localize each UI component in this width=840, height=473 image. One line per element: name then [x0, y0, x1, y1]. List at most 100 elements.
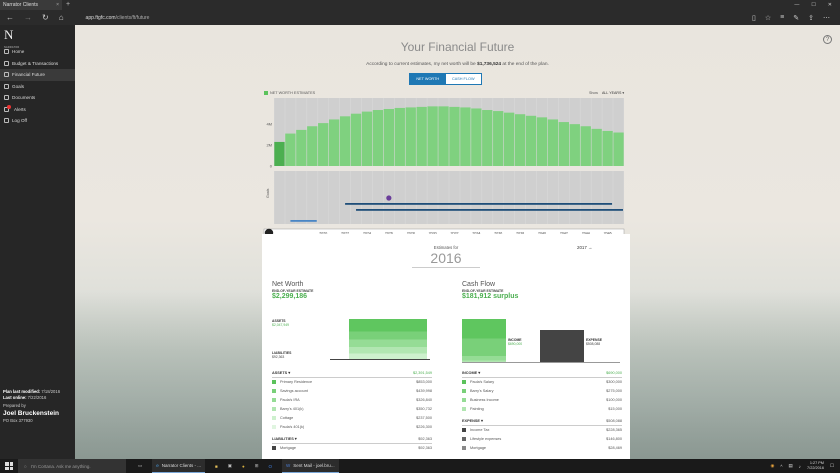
bar: [274, 141, 285, 166]
forward-icon[interactable]: →: [24, 13, 32, 22]
x-tick-label: 2030: [429, 232, 437, 236]
x-tick-label: 2020: [319, 232, 327, 236]
event-column-bg: [449, 171, 460, 224]
event-column-bg: [285, 171, 296, 224]
maximize-button[interactable]: ☐: [811, 2, 816, 8]
budget-icon: [4, 60, 9, 66]
income-bar-label: INCOME $690,000: [508, 338, 523, 347]
clock[interactable]: 1:27 PM 7/22/2016: [807, 461, 824, 470]
estimates-year[interactable]: 2016: [412, 250, 480, 268]
logoff-icon: [4, 118, 9, 124]
outlook-icon[interactable]: O: [268, 463, 273, 469]
net-worth-column: Net Worth END-OF-YEAR ESTIMATE $2,299,18…: [272, 281, 432, 451]
tray-chevron-icon[interactable]: ^: [780, 463, 783, 469]
cash-flow-tab[interactable]: CASH FLOW: [445, 74, 481, 84]
cash-flow-title: Cash Flow: [462, 281, 496, 288]
tab-close-icon[interactable]: ×: [56, 2, 59, 8]
task-view-icon[interactable]: ▭: [138, 463, 143, 468]
bar: [296, 129, 307, 166]
start-button[interactable]: [4, 461, 14, 471]
list-item: Business Income $100,000: [462, 396, 622, 405]
back-icon[interactable]: ←: [6, 13, 14, 22]
list-item: Paula's 401(k) $226,300: [272, 423, 432, 432]
net-worth-value: $2,299,186: [272, 293, 308, 300]
reading-view-icon[interactable]: ▯: [752, 14, 756, 22]
network-icon[interactable]: ▤: [788, 463, 793, 468]
expense-header-row[interactable]: EXPENSE ▾ $508,088: [462, 417, 622, 426]
new-tab-button[interactable]: +: [66, 1, 71, 8]
event-column-bg: [372, 171, 384, 224]
file-explorer-icon[interactable]: ■: [215, 463, 218, 469]
sidebar-item-alerts[interactable]: Alerts: [0, 104, 75, 116]
range-select[interactable]: Show ALL YEARS ▾: [589, 91, 625, 95]
home-browser-icon[interactable]: ⌂: [58, 13, 64, 22]
sidebar-item-goals[interactable]: Goals: [0, 81, 75, 93]
list-item: Lifestyle expenses $146,800: [462, 435, 622, 444]
notes-icon[interactable]: ✎: [793, 14, 800, 22]
sidebar-item-financial-future[interactable]: Financial Future: [0, 69, 75, 81]
next-year-link[interactable]: 2017 →: [577, 245, 593, 250]
sidebar-item-home[interactable]: Home: [0, 46, 75, 58]
store-icon[interactable]: ▣: [227, 463, 233, 468]
system-tray: ◉ ^ ▤ ♪ 1:27 PM 7/22/2016 ☐: [770, 461, 840, 471]
bar: [307, 126, 318, 166]
taskbar: ○ I'm Cortana. Ask me anything. ▭ e Narrat…: [0, 459, 840, 473]
share-icon[interactable]: ⇪: [808, 14, 814, 22]
event-column-bg: [482, 171, 493, 224]
help-icon[interactable]: ?: [823, 35, 832, 44]
sidebar-item-documents[interactable]: Documents: [0, 92, 75, 104]
refresh-icon[interactable]: ↻: [42, 13, 49, 22]
liabilities-header-row[interactable]: LIABILITIES ▾ $92,363: [272, 435, 432, 444]
bar: [591, 128, 602, 166]
cash-flow-column: Cash Flow END-OF-YEAR ESTIMATE $181,912 …: [462, 281, 622, 451]
event-column-bg: [339, 171, 351, 224]
event-column-bg: [547, 171, 559, 224]
browser-tab[interactable]: Narrator Clients ×: [0, 0, 62, 10]
bar: [372, 110, 384, 166]
x-tick-label: 2024: [363, 232, 371, 236]
net-worth-tab[interactable]: NET WORTH: [410, 74, 446, 84]
bar: [460, 107, 471, 166]
tray-app-icon[interactable]: ◉: [770, 463, 775, 468]
hub-icon[interactable]: ≡: [780, 13, 785, 21]
favorite-star-icon[interactable]: ☆: [764, 14, 772, 22]
x-tick-label: 2038: [516, 232, 524, 236]
legend-swatch: [264, 91, 268, 95]
column-bg: [285, 98, 296, 166]
address-bar[interactable]: app.ftgfc.com/clients/ft/future: [85, 14, 150, 21]
chrome-icon[interactable]: ●: [242, 463, 245, 469]
action-center-icon[interactable]: ☐: [829, 463, 834, 468]
taskbar-app-edge[interactable]: e Narrator Clients - ...: [152, 459, 206, 473]
bar: [318, 123, 329, 166]
estimates-card: Estimates for 2016 2017 → Net Worth END-…: [262, 234, 630, 459]
bar: [416, 106, 427, 166]
bar: [328, 119, 340, 166]
x-tick-label: 2040: [538, 232, 546, 236]
volume-icon[interactable]: ♪: [798, 463, 802, 469]
x-tick-label: 2042: [560, 232, 568, 236]
taskbar-app-mail[interactable]: W Sent Mail - joel.bru...: [282, 459, 339, 473]
sidebar-item-budget[interactable]: Budget & Transactions: [0, 58, 75, 70]
close-window-button[interactable]: ✕: [827, 2, 832, 8]
bar: [482, 110, 493, 166]
bar: [361, 111, 373, 166]
microphone-icon[interactable]: ○: [24, 463, 27, 469]
net-worth-chart[interactable]: 02M4MGoals201620202022202420262028203020…: [260, 98, 626, 244]
bar: [449, 106, 460, 166]
app-icon[interactable]: ⊞: [254, 463, 259, 468]
event-column-bg: [438, 171, 449, 224]
column-bg: [613, 98, 624, 166]
sidebar-item-log-off[interactable]: Log Off: [0, 115, 75, 127]
cortana-search[interactable]: ○ I'm Cortana. Ask me anything.: [18, 459, 126, 473]
event-column-bg: [514, 171, 526, 224]
alert-badge: [7, 105, 11, 110]
more-icon[interactable]: ⋯: [823, 14, 830, 22]
event-column-bg: [318, 171, 329, 224]
event-column-bg: [394, 171, 405, 224]
assets-header-row[interactable]: ASSETS ▾ $2,391,549: [272, 369, 432, 378]
home-icon: [4, 49, 9, 55]
list-item: Primary Residence $853,000: [272, 378, 432, 387]
income-header-row[interactable]: INCOME ▾ $690,000: [462, 369, 622, 378]
list-item: Paula's IRA $326,840: [272, 396, 432, 405]
minimize-button[interactable]: —: [794, 2, 800, 8]
